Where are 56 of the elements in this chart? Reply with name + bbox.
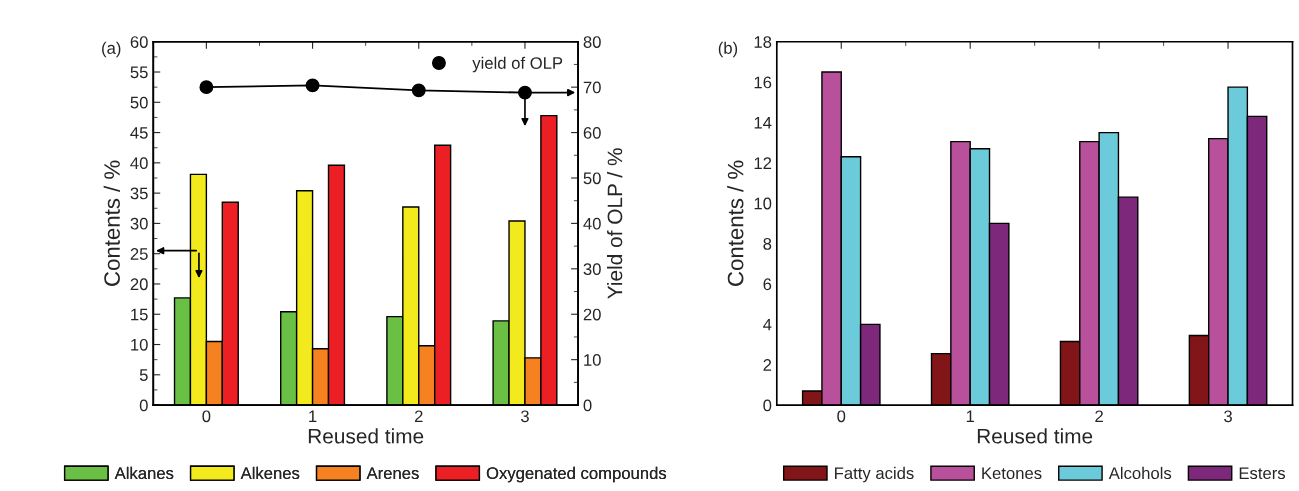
y2-tick-label: 80 <box>583 36 601 48</box>
y-tick-label: 55 <box>130 66 148 79</box>
x-tick-label: 0 <box>202 410 211 423</box>
legend-label: Alkenes <box>240 466 300 480</box>
y-tick-label: 4 <box>763 318 772 331</box>
y2-tick-label: 10 <box>584 354 601 366</box>
x-tick-label: 3 <box>520 410 529 423</box>
y2-tick-label: 60 <box>583 126 601 139</box>
legend-label: Oxygenated compounds <box>486 466 667 483</box>
y-tick-label: 8 <box>763 237 772 250</box>
y-tick-label: 10 <box>131 338 148 351</box>
x-tick-label: 2 <box>414 410 423 423</box>
y-tick-label: 6 <box>763 278 772 291</box>
y2-tick-label: 40 <box>583 217 601 230</box>
x-axis-title: Reused time <box>977 428 1093 444</box>
legend-label: Ketones <box>982 467 1042 480</box>
y-tick-label: 60 <box>130 36 148 48</box>
x-tick-label: 2 <box>1095 410 1103 423</box>
x-axis-title: Reused time <box>308 428 424 444</box>
y-tick-label: 40 <box>130 157 148 170</box>
y2-tick-label: 50 <box>583 172 601 185</box>
legend-label: yield of OLP <box>472 56 563 73</box>
y-tick-label: 0 <box>763 399 772 412</box>
legend-label: Arenes <box>366 467 419 480</box>
x-tick-label: 0 <box>837 410 846 423</box>
y-tick-label: 35 <box>130 187 148 200</box>
legend-label: Fatty acids <box>835 466 914 483</box>
text: (b) <box>718 41 738 58</box>
x-tick-label: 1 <box>966 410 975 423</box>
legend-label: Esters <box>1239 467 1286 480</box>
y2-tick-label: 70 <box>583 81 601 94</box>
y-tick-label: 14 <box>754 117 772 129</box>
y-tick-label: 12 <box>754 157 772 169</box>
y-tick-label: 45 <box>130 127 148 139</box>
y2-tick-label: 20 <box>583 308 601 321</box>
x-tick-label: 3 <box>1224 410 1232 423</box>
y-tick-label: 5 <box>139 369 148 381</box>
legend-label: Alcohols <box>1108 466 1172 480</box>
y-tick-label: 10 <box>754 197 772 210</box>
y2-axis-title: Yield of OLP / % <box>607 148 623 299</box>
y-tick-label: 20 <box>130 278 148 291</box>
y-tick-label: 25 <box>130 248 148 260</box>
y-axis-title: Contents / % <box>727 160 744 286</box>
legend-label: Alkanes <box>114 466 174 480</box>
y-axis-title: Contents / % <box>103 160 120 286</box>
y-tick-label: 16 <box>754 76 772 89</box>
y-tick-label: 30 <box>130 217 148 230</box>
y-tick-label: 50 <box>130 96 148 109</box>
y-tick-label: 18 <box>754 36 772 48</box>
y-tick-label: 2 <box>763 359 772 371</box>
y-tick-label: 0 <box>139 399 148 412</box>
y-tick-label: 15 <box>131 308 148 321</box>
text: (a) <box>102 41 121 58</box>
y2-tick-label: 0 <box>583 399 592 412</box>
y2-tick-label: 30 <box>583 263 601 276</box>
x-tick-label: 1 <box>309 410 317 423</box>
